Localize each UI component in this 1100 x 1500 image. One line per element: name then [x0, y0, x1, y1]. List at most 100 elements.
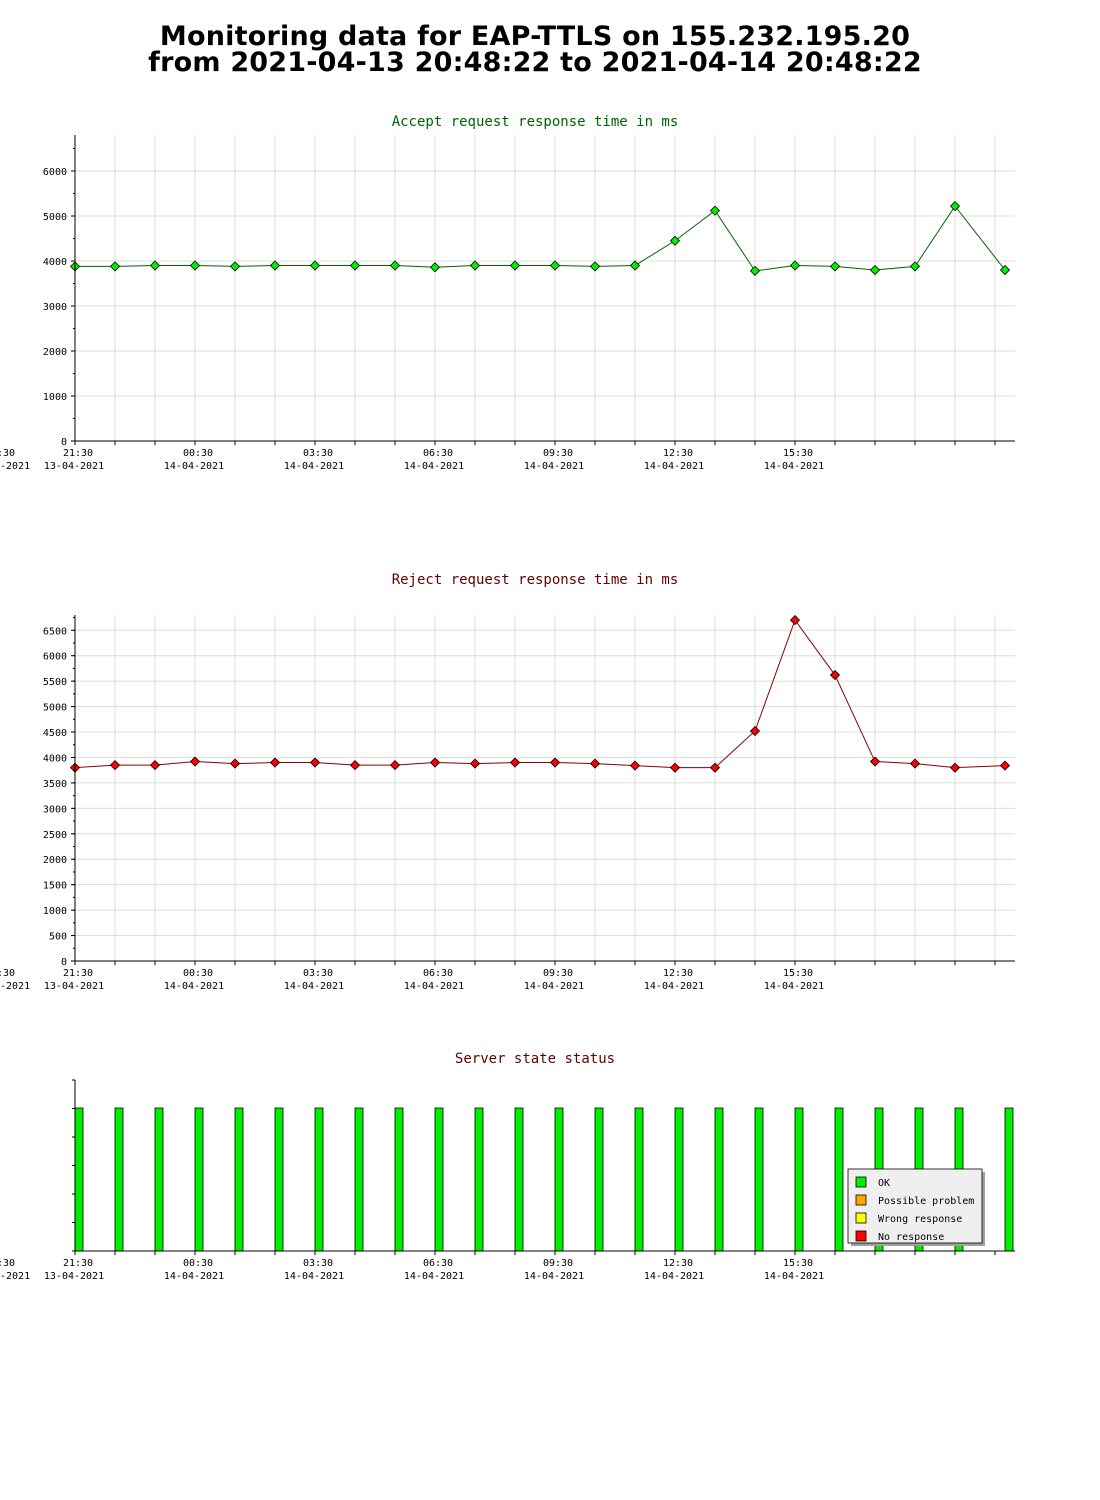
reject-data-point — [789, 615, 801, 626]
accept-x-tick-time: 00:30 — [183, 448, 213, 459]
status-bar — [794, 1107, 804, 1252]
accept-x-tick-date: 14-04-2021 — [164, 461, 224, 472]
reject-chart-series — [69, 615, 1011, 773]
reject-x-tick-date: 14-04-2021 — [0, 981, 30, 992]
accept-x-tick-date: 14-04-2021 — [644, 461, 704, 472]
status-bar — [634, 1107, 644, 1252]
reject-y-tick-label: 4000 — [43, 753, 67, 764]
reject-data-point — [189, 756, 201, 767]
reject-data-point — [909, 758, 921, 769]
accept-data-point — [429, 262, 441, 273]
accept-x-tick-time: 06:30 — [423, 448, 453, 459]
legend-label: No response — [878, 1232, 944, 1243]
accept-x-tick-time: 09:30 — [543, 448, 573, 459]
status-bar — [834, 1107, 844, 1252]
status-chart-axes: 21:30 13-04-2021 00:30 14-04-2021 03:30 14-04… — [0, 1079, 1015, 1282]
accept-x-tick-time: 18:30 — [0, 448, 15, 459]
reject-data-point — [829, 669, 841, 681]
reject-x-tick-time: 03:30 — [303, 968, 333, 979]
reject-y-tick-label: 2000 — [43, 855, 67, 866]
status-x-tick-date: 13-04-2021 — [44, 1271, 104, 1282]
accept-data-point — [349, 260, 361, 271]
accept-x-tick-time: 12:30 — [663, 448, 693, 459]
reject-data-point — [149, 760, 161, 771]
accept-x-tick-date: 14-04-2021 — [524, 461, 584, 472]
legend-label: OK — [878, 1178, 890, 1189]
accept-y-tick-label: 6000 — [43, 167, 67, 178]
reject-y-tick-label: 5000 — [43, 703, 67, 714]
legend-swatch — [855, 1194, 867, 1206]
reject-y-tick-label: 3500 — [43, 779, 67, 790]
reject-y-tick-label: 1000 — [43, 906, 67, 917]
accept-data-point — [189, 260, 201, 271]
reject-data-point — [429, 757, 441, 768]
reject-data-point — [669, 762, 681, 773]
page-title-line-2: from 2021-04-13 20:48:22 to 2021-04-14 2… — [148, 47, 922, 78]
reject-y-tick-label: 6500 — [43, 626, 67, 637]
reject-x-tick-date: 14-04-2021 — [404, 981, 464, 992]
accept-data-point — [669, 235, 681, 246]
reject-data-point — [349, 760, 361, 771]
status-bar — [754, 1107, 764, 1252]
page-title-line-1: Monitoring data for EAP-TTLS on 155.232.… — [159, 21, 911, 52]
accept-data-point — [469, 260, 481, 271]
reject-chart-grid — [74, 615, 1015, 961]
legend-swatch — [855, 1176, 867, 1188]
accept-y-tick-label: 4000 — [43, 257, 67, 268]
status-bar — [314, 1107, 324, 1252]
reject-data-point — [269, 757, 281, 768]
status-bar — [514, 1107, 524, 1252]
status-bar — [74, 1107, 84, 1252]
reject-data-point — [469, 758, 481, 769]
reject-x-tick-time: 09:30 — [543, 968, 573, 979]
status-bar — [234, 1107, 244, 1252]
status-x-tick-date: 14-04-2021 — [764, 1271, 824, 1282]
status-bar — [154, 1107, 164, 1252]
accept-y-tick-label: 0 — [61, 437, 67, 448]
legend-label: Possible problem — [878, 1196, 974, 1207]
status-bar — [474, 1107, 484, 1252]
accept-x-tick-date: 14-04-2021 — [404, 461, 464, 472]
status-x-tick-date: 14-04-2021 — [644, 1271, 704, 1282]
reject-series-line — [74, 619, 1006, 769]
accept-y-tick-label: 5000 — [43, 212, 67, 223]
accept-chart-grid — [74, 135, 1015, 441]
status-bar — [274, 1107, 284, 1252]
accept-data-point — [749, 265, 761, 276]
status-x-tick-time: 18:30 — [0, 1258, 15, 1269]
reject-x-tick-time: 21:30 — [63, 968, 93, 979]
status-bar — [394, 1107, 404, 1252]
accept-data-point — [229, 261, 241, 272]
accept-data-point — [269, 260, 281, 271]
status-chart-legend: OK Possible problem Wrong response No respo… — [847, 1168, 985, 1246]
accept-chart-axes: 21:30 13-04-2021 00:30 14-04-2021 03:30 14-04… — [0, 135, 1015, 472]
status-x-tick-time: 06:30 — [423, 1258, 453, 1269]
accept-data-point — [389, 260, 401, 271]
reject-data-point — [509, 757, 521, 768]
status-bar — [594, 1107, 604, 1252]
status-x-tick-date: 14-04-2021 — [284, 1271, 344, 1282]
reject-x-tick-time: 06:30 — [423, 968, 453, 979]
reject-x-tick-date: 14-04-2021 — [164, 981, 224, 992]
accept-series-line — [75, 205, 1006, 272]
accept-data-point — [109, 261, 121, 272]
reject-x-tick-time: 15:30 — [783, 968, 813, 979]
status-x-tick-date: 14-04-2021 — [0, 1271, 30, 1282]
status-chart-title: Server state status — [455, 1051, 615, 1067]
accept-data-point — [549, 260, 561, 271]
status-bar — [434, 1107, 444, 1252]
reject-x-tick-time: 12:30 — [663, 968, 693, 979]
accept-data-point — [709, 205, 721, 216]
accept-data-point — [629, 260, 641, 271]
reject-chart-axes: 21:30 13-04-2021 00:30 14-04-2021 03:30 14-04… — [0, 615, 1015, 992]
reject-x-tick-date: 14-04-2021 — [644, 981, 704, 992]
accept-x-tick-date: 14-04-2021 — [284, 461, 344, 472]
status-x-tick-time: 21:30 — [63, 1258, 93, 1269]
accept-response-chart: Accept request response time in ms 21:30… — [0, 114, 1015, 472]
accept-data-point — [869, 264, 881, 276]
status-x-tick-date: 14-04-2021 — [164, 1271, 224, 1282]
accept-chart-title: Accept request response time in ms — [392, 114, 679, 130]
accept-data-point — [829, 261, 841, 272]
reject-data-point — [629, 760, 641, 771]
reject-y-tick-label: 1500 — [43, 881, 67, 892]
